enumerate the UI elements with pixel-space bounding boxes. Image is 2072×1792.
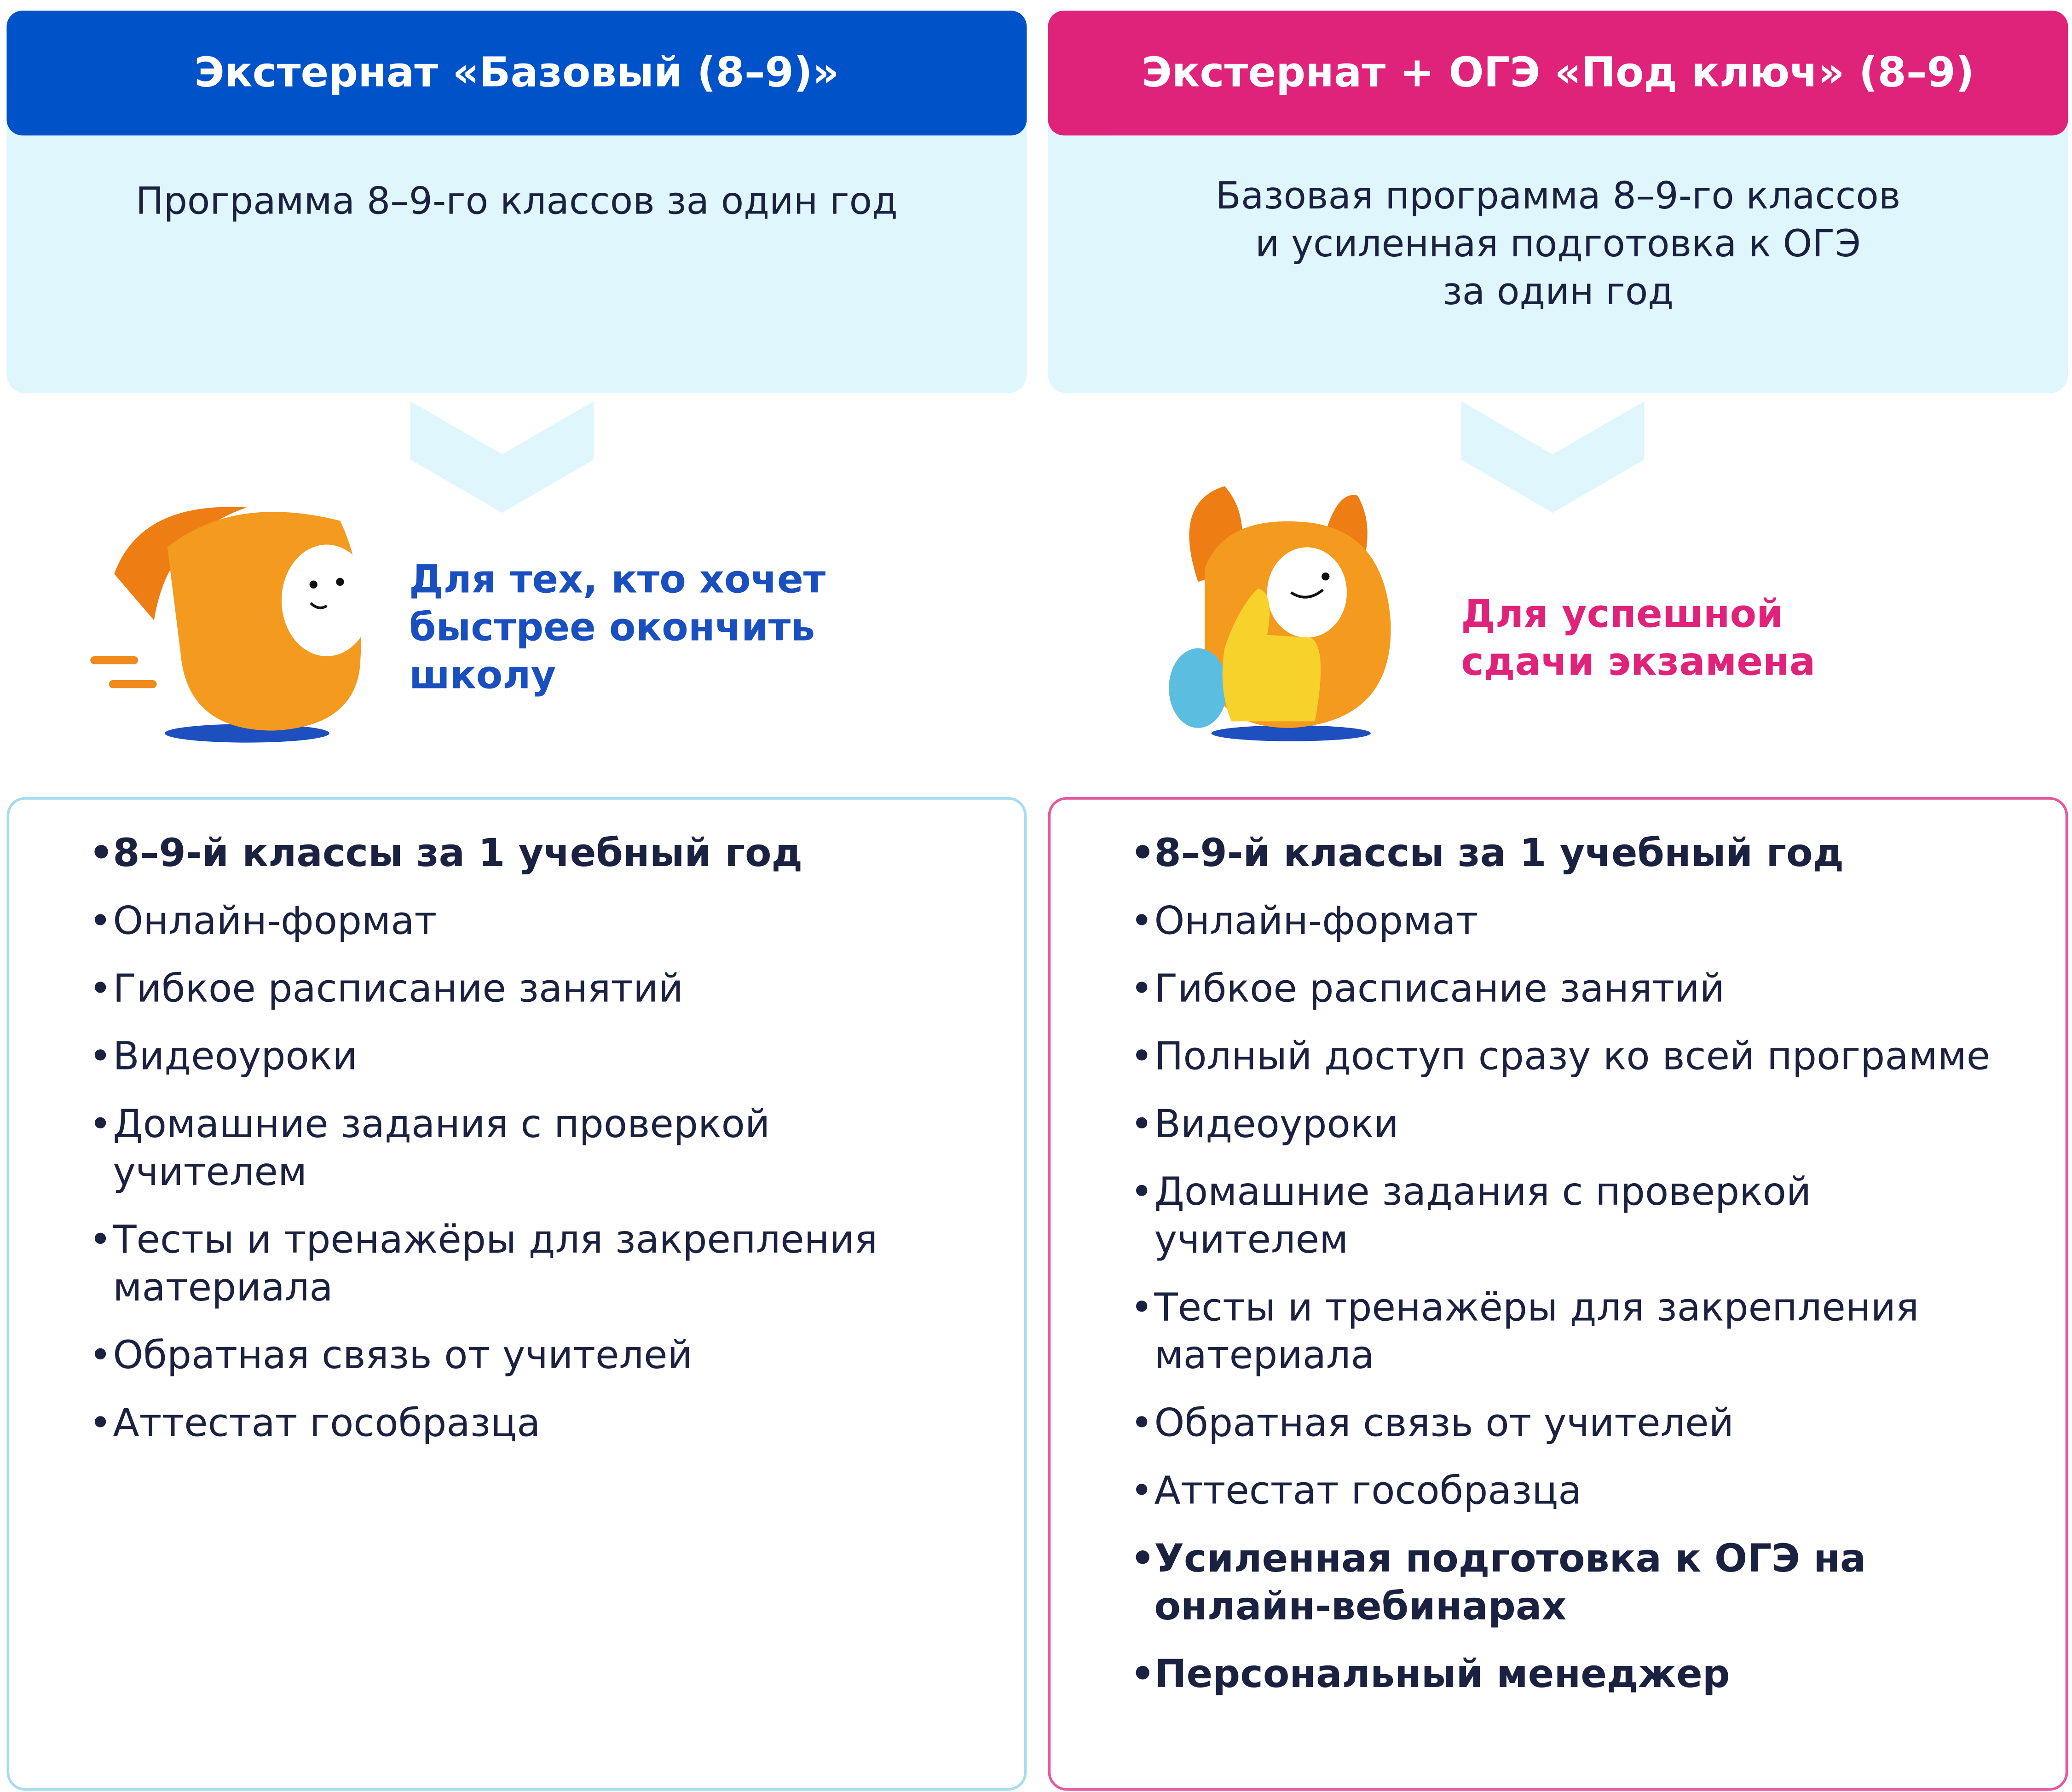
feature-item: Гибкое расписание занятий xyxy=(1130,965,2004,1012)
plan-title: Экстернат «Базовый (8–9)» xyxy=(6,11,1027,136)
feature-item: Гибкое расписание занятий xyxy=(89,965,963,1012)
plan-title: Экстернат + ОГЭ «Под ключ» (8–9) xyxy=(1048,11,2068,136)
feature-item: 8–9-й классы за 1 учебный год xyxy=(89,829,963,877)
running-backpack-mascot-icon xyxy=(90,507,372,743)
feature-item: Усиленная подготовка к ОГЭ на онлайн-веб… xyxy=(1130,1534,2004,1630)
feature-item: Аттестат гособразца xyxy=(1130,1467,2004,1515)
feature-item: Онлайн-формат xyxy=(89,896,963,944)
feature-item: Полный доступ сразу ко всей программе xyxy=(1130,1032,2004,1080)
plan-subtitle: Программа 8–9-го классов за один год xyxy=(6,90,1027,393)
plan-basic: Экстернат «Базовый (8–9)» Программа 8–9-… xyxy=(6,11,1027,393)
feature-item: Тесты и тренажёры для закрепления матери… xyxy=(89,1215,963,1311)
plan-tagline: Для успешной сдачи экзамена xyxy=(1461,591,1816,684)
feature-item: Онлайн-формат xyxy=(1130,896,2004,944)
features-box: 8–9-й классы за 1 учебный год Онлайн-форм… xyxy=(1048,797,2068,1791)
chevron-down-icon xyxy=(410,401,594,513)
plan-turnkey: Экстернат + ОГЭ «Под ключ» (8–9) Базовая… xyxy=(1048,11,2068,393)
feature-item: 8–9-й классы за 1 учебный год xyxy=(1130,829,2004,877)
feature-list: 8–9-й классы за 1 учебный год Онлайн-форм… xyxy=(1050,800,2065,1698)
plan-subtitle: Базовая программа 8–9-го классов и усиле… xyxy=(1048,90,2068,393)
feature-item: Аттестат гособразца xyxy=(89,1399,963,1447)
thumbs-up-backpack-mascot-icon xyxy=(1169,486,1391,741)
feature-item: Тесты и тренажёры для закрепления матери… xyxy=(1130,1283,2004,1379)
feature-item: Обратная связь от учителей xyxy=(89,1331,963,1379)
plan-tagline: Для тех, кто хочет быстрее окончить школ… xyxy=(409,556,826,698)
features-box: 8–9-й классы за 1 учебный год Онлайн-форм… xyxy=(6,797,1027,1791)
feature-item: Домашние задания с проверкой учителем xyxy=(89,1100,963,1196)
feature-item: Видеоуроки xyxy=(1130,1100,2004,1148)
feature-item: Домашние задания с проверкой учителем xyxy=(1130,1168,2004,1263)
chevron-down-icon xyxy=(1461,401,1645,513)
feature-list: 8–9-й классы за 1 учебный год Онлайн-форм… xyxy=(9,800,1024,1447)
feature-item: Обратная связь от учителей xyxy=(1130,1399,2004,1447)
feature-item: Персональный менеджер xyxy=(1130,1650,2004,1698)
feature-item: Видеоуроки xyxy=(89,1032,963,1080)
